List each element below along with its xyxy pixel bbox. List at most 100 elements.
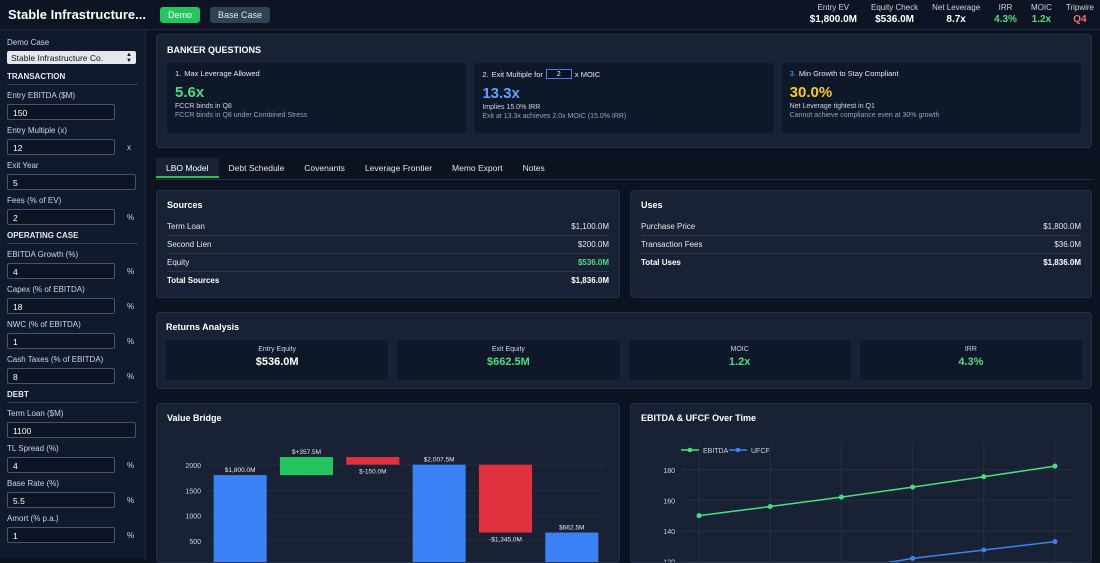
series-point [767,504,773,510]
metric-value: $1,800.0M [809,14,857,25]
field-label: Capex (% of EBITDA) [7,285,85,294]
tab-bar: LBO Model Debt Schedule Covenants Levera… [156,158,555,178]
app-title: Stable Infrastructure... [8,7,146,22]
term-loan-input[interactable]: 1100 [7,422,136,438]
question-number: 3. [789,69,796,78]
sources-title: Sources [167,200,203,210]
entry-multiple-input[interactable]: 12 [7,139,115,155]
bar-value-label: -$1,345.0M [489,537,522,544]
series-point [1052,463,1058,469]
demo-case-label: Demo Case [7,38,50,47]
tab-lbo-model[interactable]: LBO Model [156,158,219,178]
series-point [981,547,987,553]
nwc-input[interactable]: 1 [7,333,115,349]
tab-leverage-frontier[interactable]: Leverage Frontier [364,163,433,173]
metric-net-leverage: Net Leverage 8.7x [932,3,980,25]
header-metrics: Entry EV $1,800.0M Equity Check $536.0M Ne… [810,3,1094,25]
tl-spread-input[interactable]: 4 [7,457,115,473]
metric-label: Equity Check [870,3,919,12]
answer-detail: Net Leverage tightest in Q1 [789,103,875,110]
field-label: Entry Multiple (x) [7,126,68,135]
bar-value-label: $2,007.5M [424,457,455,464]
target-moic-input[interactable]: 2 [545,69,572,79]
sidebar: Demo Case Stable Infrastructure Co. ▲ ▼ T… [0,30,146,559]
series-point [910,484,916,490]
total-value: $1,836.0M [571,276,609,285]
unit-label: % [127,371,135,381]
metric-label: MOIC [1030,3,1052,12]
tab-notes[interactable]: Notes [522,163,545,173]
row-value: $36.0M [1054,240,1081,249]
demo-case-select[interactable]: Stable Infrastructure Co. ▲ ▼ [7,51,136,64]
field-entry-multiple: Entry Multiple (x) 12 x [7,126,138,155]
base-rate-input[interactable]: 5.5 [7,492,115,508]
return-card-moic: MOIC 1.2x [628,340,851,380]
field-tl-spread: TL Spread (%) 4% [7,444,138,473]
metric-label: IRR [998,3,1013,12]
uses-panel: Uses Purchase Price $1,800.0M Transaction… [630,190,1092,298]
tab-memo-export[interactable]: Memo Export [452,163,503,173]
return-label: Entry Equity [258,346,296,353]
return-label: IRR [964,346,977,353]
tab-covenants[interactable]: Covenants [304,163,345,173]
answer-note: Exit at 13.3x achieves 2.0x MOIC (15.0% … [482,113,627,120]
field-label: Cash Taxes (% of EBITDA) [7,355,104,364]
field-cash-taxes: Cash Taxes (% of EBITDA) 8% [7,355,138,384]
capex-input[interactable]: 18 [7,298,115,314]
answer-detail: Implies 15.0% IRR [482,104,541,111]
unit-label: % [127,212,135,222]
field-term-loan: Term Loan ($M) 1100 [7,409,138,438]
field-label: Base Rate (%) [7,479,60,488]
question-number: 2. [482,69,489,79]
returns-analysis-panel: Returns Analysis Entry Equity $536.0M Exi… [156,312,1092,389]
field-label: Exit Year [7,161,39,170]
total-row: Total Sources $1,836.0M [167,272,609,289]
y-tick-label: 500 [189,539,201,546]
question-title-suffix: x MOIC [574,69,601,79]
row-label: Transaction Fees [641,240,703,249]
field-nwc: NWC (% of EBITDA) 1% [7,320,138,349]
row-label: Second Lien [167,240,212,249]
row-value: $536.0M [577,258,609,267]
banker-questions-panel: BANKER QUESTIONS 1. Max Leverage Allowed … [156,34,1092,148]
return-value: $536.0M [255,356,299,368]
exit-year-input[interactable]: 5 [7,174,136,190]
tab-debt-schedule[interactable]: Debt Schedule [228,163,285,173]
return-card-entry-equity: Entry Equity $536.0M [166,340,389,380]
metric-label: Net Leverage [932,3,981,12]
total-row: Total Uses $1,836.0M [641,254,1081,271]
cash-taxes-input[interactable]: 8 [7,368,115,384]
row-label: Purchase Price [641,222,696,231]
y-tick-label: 120 [663,559,675,563]
legend-marker [735,447,741,453]
fees-input[interactable]: 2 [7,209,115,225]
field-label: NWC (% of EBITDA) [7,320,81,329]
table-row: Second Lien $200.0M [167,236,609,254]
field-label: EBITDA Growth (%) [7,250,79,259]
entry-ebitda-input[interactable]: 150 [7,104,115,120]
tab-divider [156,179,1092,180]
metric-entry-ev: Entry EV $1,800.0M [810,3,857,25]
ebitda-growth-input[interactable]: 4 [7,263,115,279]
main-content: BANKER QUESTIONS 1. Max Leverage Allowed … [156,34,1092,563]
base-case-tag[interactable]: Base Case [210,6,271,23]
metric-moic: MOIC 1.2x [1031,3,1052,25]
row-value: $1,800.0M [1043,222,1081,231]
uses-title: Uses [641,200,663,210]
waterfall-bar [545,532,599,562]
demo-tag[interactable]: Demo [159,6,200,23]
waterfall-bar [478,464,533,533]
question-card-exit-multiple: 2. Exit Multiple for 2 x MOIC 13.3x Implies… [474,63,774,133]
series-point [910,555,916,561]
series-point [981,474,987,480]
amort-input[interactable]: 1 [7,527,115,543]
total-label: Total Sources [167,276,220,285]
section-operating-case: OPERATING CASE [7,231,138,244]
row-value: $1,100.0M [571,222,609,231]
field-ebitda-growth: EBITDA Growth (%) 4% [7,250,138,279]
y-tick-label: 140 [663,529,675,536]
metric-value: 1.2x [1031,14,1052,25]
waterfall-bar [346,457,400,465]
table-row: Purchase Price $1,800.0M [641,218,1081,236]
field-amort: Amort (% p.a.) 1% [7,514,138,543]
